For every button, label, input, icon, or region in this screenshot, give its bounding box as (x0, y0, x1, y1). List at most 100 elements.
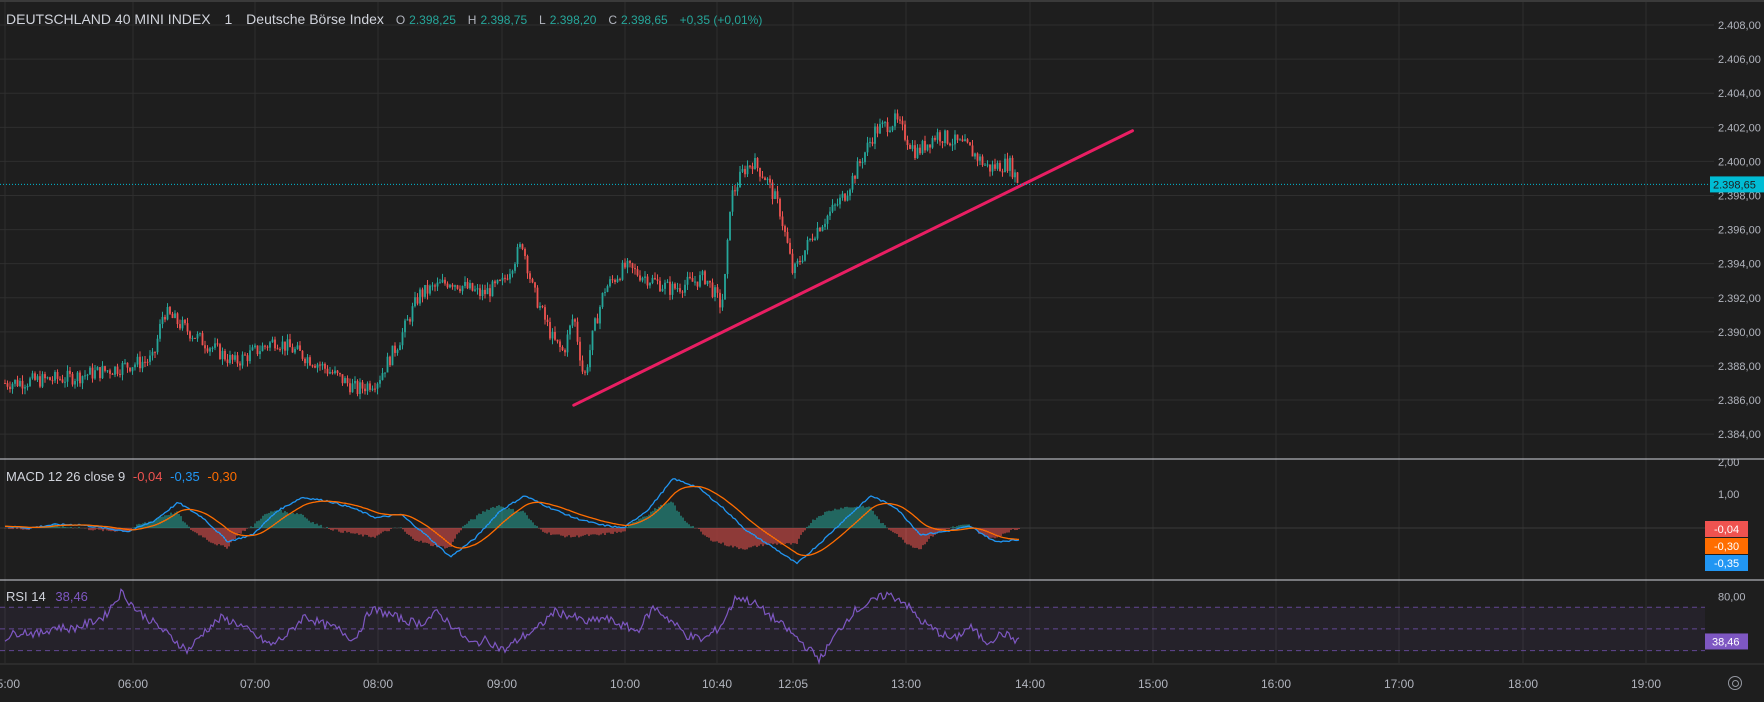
candle-body (716, 287, 719, 293)
candle-body (949, 143, 951, 146)
candle-body (14, 379, 16, 384)
candle-body (529, 273, 531, 280)
macd-axis-tick-label: 1,00 (1718, 489, 1739, 501)
candle-body (131, 367, 134, 372)
candle-body (696, 281, 699, 287)
candle-body (844, 193, 846, 201)
candle-body (589, 350, 591, 368)
candle-body (479, 288, 481, 297)
candle-body (16, 379, 19, 387)
candle-body (649, 282, 651, 286)
candle-body (706, 280, 709, 285)
candle-body (229, 354, 231, 363)
candle-body (894, 113, 896, 127)
candle-body (699, 275, 701, 287)
candle-body (774, 191, 776, 199)
candle-body (214, 343, 216, 348)
candle-body (409, 319, 411, 322)
candle-body (854, 175, 856, 179)
candle-body (999, 163, 1001, 172)
candle-body (654, 277, 656, 280)
candle-body (129, 367, 131, 372)
candle-body (211, 347, 214, 349)
candle-body (134, 364, 136, 368)
candle-body (236, 355, 239, 364)
candle-body (431, 285, 434, 287)
candle-body (679, 288, 681, 292)
candle-body (244, 354, 246, 356)
candle-body (686, 276, 689, 285)
trendline-drawing[interactable] (572, 129, 1134, 407)
candle-body (829, 211, 831, 216)
candle-body (61, 379, 64, 383)
candle-body (316, 364, 319, 368)
candle-body (584, 371, 586, 373)
last-price-label: 2.398,65 (1713, 179, 1756, 191)
candle-body (594, 318, 596, 331)
candle-body (646, 276, 649, 286)
price-axis-tick-label: 2.404,00 (1718, 88, 1761, 100)
candle-body (399, 345, 401, 351)
candle-body (306, 357, 309, 364)
candle-body (1004, 158, 1006, 173)
candle-body (369, 383, 371, 390)
candle-body (59, 378, 61, 380)
candle-body (251, 347, 254, 351)
candle-body (524, 249, 526, 257)
macd-legend[interactable]: MACD 12 26 close 9 -0,04 -0,35 -0,30 (6, 469, 241, 484)
ohlc-high: H 2.398,75 (467, 13, 528, 27)
candle-body (446, 283, 449, 288)
candle-body (554, 331, 556, 340)
candle-body (571, 319, 574, 326)
candle-body (959, 139, 961, 141)
rsi-value: 38,46 (55, 589, 88, 604)
candle-body (494, 281, 496, 284)
candle-body (864, 152, 866, 163)
candle-body (121, 363, 124, 375)
candle-body (474, 289, 476, 291)
macd-title: MACD 12 26 close 9 (6, 469, 126, 484)
candle-body (814, 238, 816, 240)
rsi-value-tag (1705, 633, 1748, 650)
symbol-name[interactable]: DEUTSCHLAND 40 MINI INDEX (6, 11, 211, 27)
candle-body (519, 244, 521, 248)
candle-body (326, 368, 329, 374)
candle-body (916, 147, 919, 159)
candle-body (354, 381, 356, 384)
candle-body (351, 383, 354, 393)
candle-body (901, 120, 904, 125)
interval-label[interactable]: 1 (224, 11, 233, 27)
candle-body (614, 279, 616, 282)
candle-body (289, 339, 291, 348)
candle-body (159, 323, 161, 339)
candle-body (631, 263, 634, 269)
candle-body (209, 348, 211, 352)
price-axis-tick-label: 2.390,00 (1718, 327, 1761, 339)
candle-body (484, 289, 486, 295)
rsi-legend[interactable]: RSI 14 38,46 (6, 589, 92, 604)
ohlc-low: L 2.398,20 (539, 13, 597, 27)
macd-value-tag (1705, 538, 1748, 554)
candle-body (426, 284, 429, 294)
candle-body (739, 171, 741, 188)
candle-body (961, 139, 964, 142)
candle-body (361, 382, 364, 389)
candle-body (909, 144, 911, 149)
candle-body (416, 297, 419, 304)
price-axis-tick-label: 2.406,00 (1718, 54, 1761, 66)
candle-body (421, 289, 424, 297)
candle-body (174, 313, 176, 319)
candle-body (186, 323, 189, 332)
candle-body (481, 289, 484, 297)
candle-body (986, 164, 989, 166)
candle-body (1016, 172, 1019, 183)
candle-body (541, 306, 544, 308)
candle-body (459, 288, 461, 292)
candle-body (934, 137, 936, 140)
candle-body (779, 198, 781, 217)
candle-body (381, 373, 384, 380)
settings-gear-icon[interactable] (1728, 676, 1742, 690)
candle-body (246, 355, 249, 362)
candle-body (429, 285, 431, 294)
